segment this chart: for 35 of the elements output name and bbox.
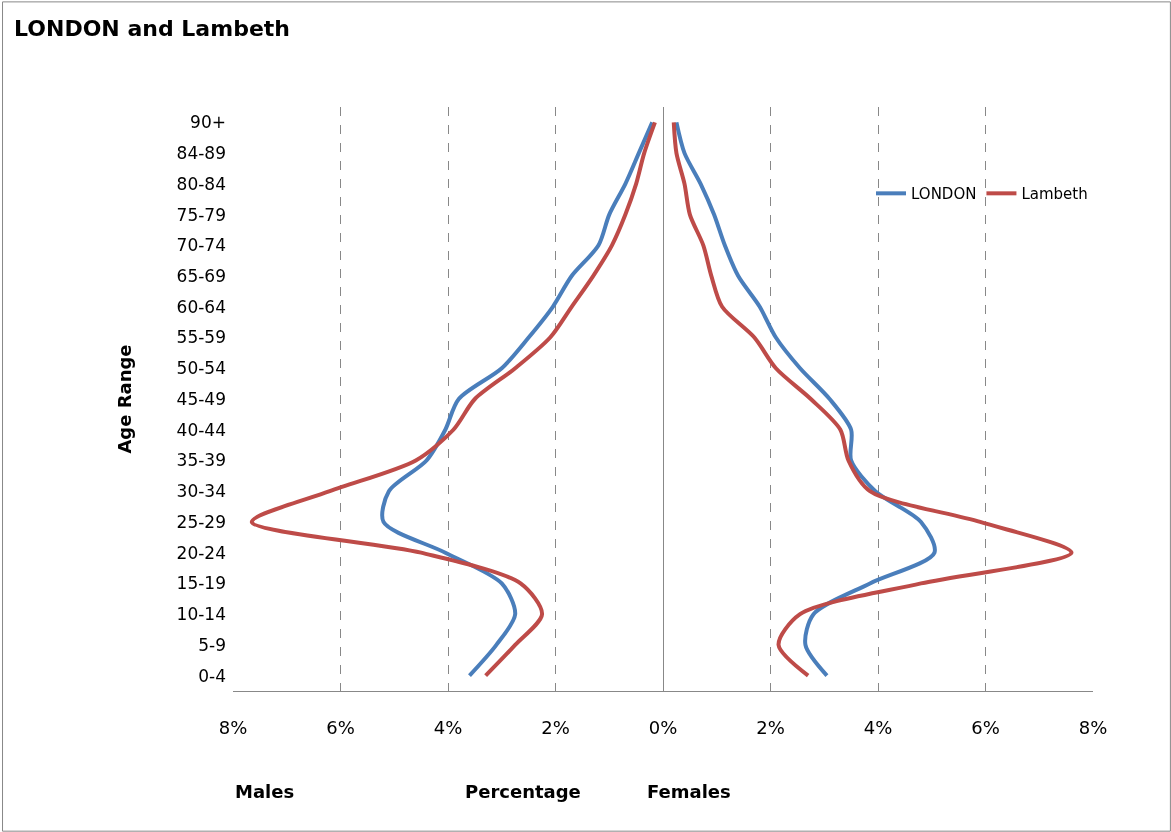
y-tick-label: 84-89 xyxy=(176,143,226,164)
x-tick-label: 4% xyxy=(433,716,463,738)
y-tick-label: 25-29 xyxy=(176,511,226,532)
y-tick-label: 80-84 xyxy=(176,173,226,194)
x-tick-label: 6% xyxy=(326,716,355,738)
y-tick-label: 5-9 xyxy=(198,634,226,655)
y-tick-label: 70-74 xyxy=(176,235,226,256)
x-tick-label: 4% xyxy=(863,716,893,738)
y-tick-label: 55-59 xyxy=(176,327,226,348)
chart-title: LONDON and Lambeth xyxy=(14,16,290,42)
y-tick-label: 45-49 xyxy=(176,388,226,409)
y-tick-label: 60-64 xyxy=(176,296,226,317)
legend-label: LONDON xyxy=(911,185,977,204)
y-tick-label: 30-34 xyxy=(176,481,226,502)
y-tick-label: 20-24 xyxy=(176,542,226,563)
y-axis-title: Age Range xyxy=(113,344,135,454)
x-tick-label: 6% xyxy=(971,716,1000,738)
text: Females xyxy=(647,781,731,802)
y-tick-label: 35-39 xyxy=(176,450,226,471)
y-tick-label: 75-79 xyxy=(176,204,226,225)
y-tick-label: 50-54 xyxy=(176,358,226,379)
x-tick-label: 0% xyxy=(648,716,678,738)
text: Males xyxy=(235,781,295,802)
y-tick-label: 15-19 xyxy=(176,573,226,594)
x-tick-label: 2% xyxy=(541,716,570,738)
y-tick-label: 0-4 xyxy=(198,665,226,686)
legend-label: Lambeth xyxy=(1021,185,1088,204)
x-tick-label: 2% xyxy=(756,716,785,738)
y-tick-label: 90+ xyxy=(190,112,226,133)
x-tick-label: 8% xyxy=(1078,716,1108,738)
x-axis-title: Percentage xyxy=(465,781,581,802)
x-tick-label: 8% xyxy=(218,716,248,738)
y-tick-label: 40-44 xyxy=(176,419,226,440)
y-tick-label: 10-14 xyxy=(176,604,226,625)
y-tick-label: 65-69 xyxy=(176,266,226,286)
